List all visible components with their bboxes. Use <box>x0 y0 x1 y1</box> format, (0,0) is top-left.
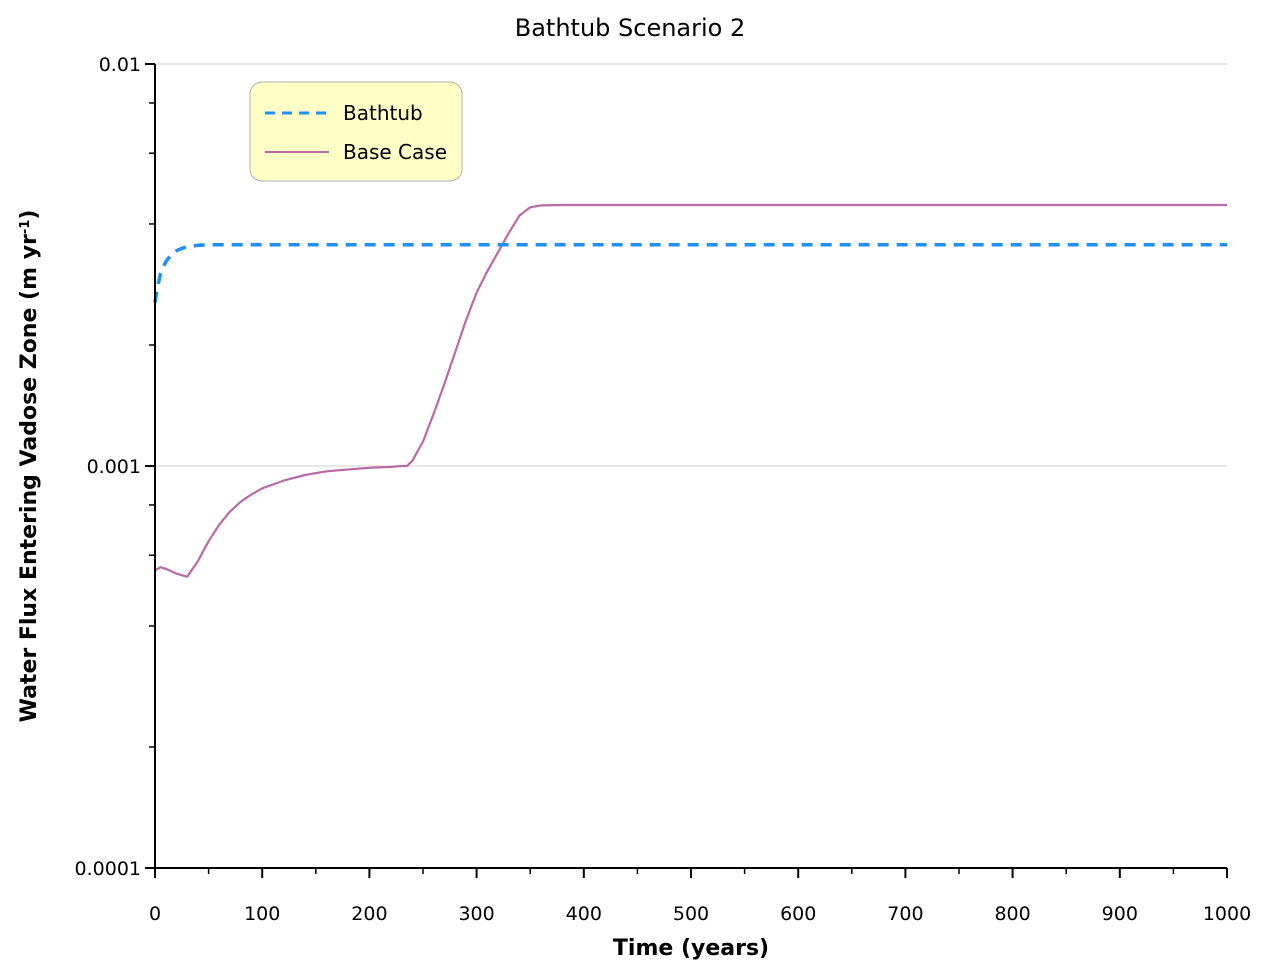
series-layer <box>153 203 1227 578</box>
x-tick-label: 0 <box>149 903 161 925</box>
y-axis-title-superscript: -1 <box>18 220 33 234</box>
legend-box <box>249 81 463 182</box>
x-axis-ticks: 0 100 200 300 400 500 600 700 800 900 1000 <box>149 868 1251 925</box>
y-axis-title-main: Water Flux Entering Vadose Zone (m yr <box>17 234 42 722</box>
x-tick-label: 100 <box>244 903 280 925</box>
x-tick-label: 200 <box>351 903 387 925</box>
y-axis-title: Water Flux Entering Vadose Zone (m yr-1) <box>17 210 42 723</box>
series-line-base-case <box>154 203 1227 578</box>
x-tick-label: 500 <box>673 903 709 925</box>
y-tick-label: 0.0001 <box>75 858 141 880</box>
legend-label-bathtub: Bathtub <box>343 101 423 125</box>
y-axis-ticks: 0.0001 0.001 0.01 <box>75 54 155 880</box>
legend-label-base-case: Base Case <box>343 140 447 164</box>
y-tick-label: 0.01 <box>99 54 141 76</box>
x-tick-label: 900 <box>1102 903 1138 925</box>
x-tick-label: 700 <box>887 903 923 925</box>
y-axis-title-close: ) <box>17 210 42 220</box>
x-tick-label: 800 <box>994 903 1030 925</box>
x-tick-label: 600 <box>780 903 816 925</box>
x-tick-label: 400 <box>566 903 602 925</box>
series-line-bathtub <box>153 243 1227 303</box>
chart-title: Bathtub Scenario 2 <box>515 14 746 42</box>
x-tick-label: 300 <box>458 903 494 925</box>
x-tick-label: 1000 <box>1203 903 1251 925</box>
gridlines <box>155 63 1227 467</box>
x-axis-title: Time (years) <box>613 936 769 960</box>
y-tick-label: 0.001 <box>87 456 141 478</box>
legend: Bathtub Base Case <box>249 81 463 182</box>
